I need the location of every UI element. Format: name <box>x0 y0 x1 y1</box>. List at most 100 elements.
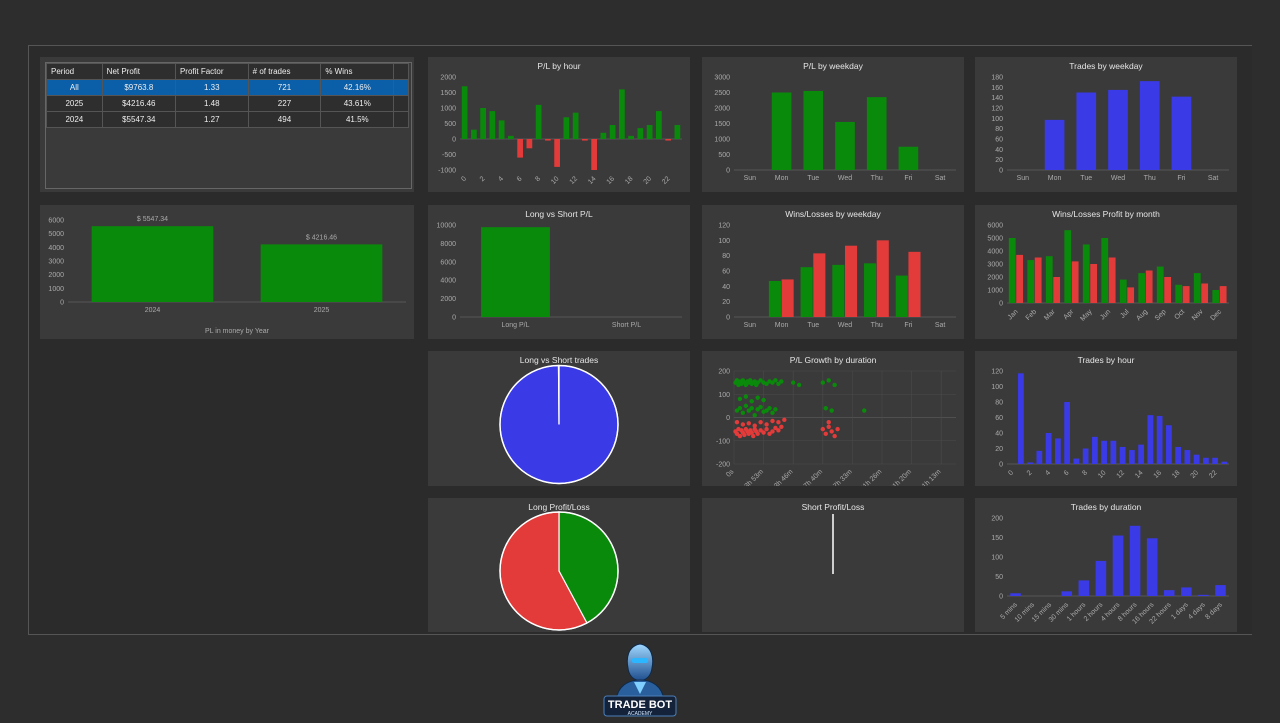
bar <box>674 125 681 139</box>
bar <box>1129 450 1135 464</box>
x-tick-label: 0 <box>1007 469 1015 477</box>
x-tick-label: 8 days <box>1204 601 1224 621</box>
bar <box>1101 238 1109 303</box>
bar <box>1010 593 1021 596</box>
chart-title: P/L by hour <box>537 61 580 71</box>
chart-wl-by-weekday: Wins/Losses by weekday 0 20 40 60 80 100 120 Sun… <box>702 205 964 339</box>
x-tick-label: Mon <box>775 175 789 182</box>
col-header-trades[interactable]: # of trades <box>247 63 322 80</box>
x-tick-label: 12 <box>569 175 580 186</box>
bar <box>803 90 824 170</box>
long_profit_loss-svg: Long Profit/Loss <box>499 502 619 631</box>
bar <box>1064 230 1072 303</box>
svg-text:ACADEMY: ACADEMY <box>628 711 653 717</box>
x-tick-label: 2d 21h 26m <box>852 468 883 486</box>
bar <box>845 245 858 317</box>
scatter-point <box>791 380 796 385</box>
bar <box>1138 444 1144 464</box>
scatter-point <box>832 433 837 439</box>
col-header-net-profit[interactable]: Net Profit <box>101 63 176 80</box>
summary-table-box: Period Net Profit Profit Factor # of tra… <box>45 62 412 189</box>
scatter-point <box>752 412 757 418</box>
robot-logo-icon: TRADE BOT ACADEMY <box>603 643 677 717</box>
bar <box>1201 283 1209 303</box>
y-tick-label: 100 <box>991 116 1003 123</box>
bar <box>489 111 496 139</box>
x-tick-label: 3d 11h 20m <box>882 468 913 486</box>
scatter-point <box>751 433 756 439</box>
trade-bot-academy-logo: TRADE BOT ACADEMY <box>598 642 682 718</box>
y-tick-label: 3000 <box>987 262 1003 269</box>
bar <box>1078 580 1090 596</box>
bar <box>1053 277 1061 303</box>
y-tick-label: 20 <box>995 446 1003 453</box>
scatter-point <box>755 431 760 436</box>
scatter-point <box>764 426 769 432</box>
bar <box>1156 415 1163 464</box>
bar <box>1184 450 1191 464</box>
x-tick-label: Sat <box>935 322 946 329</box>
x-axis-label: PL in money by Year <box>205 328 270 335</box>
y-tick-label: 0 <box>726 415 730 422</box>
x-tick-label: Apr <box>1063 308 1076 321</box>
table-row[interactable]: 2025 $4216.46 1.48 227 43.61% <box>46 95 409 112</box>
y-tick-label: 0 <box>726 168 730 175</box>
x-tick-label: Short P/L <box>612 322 641 329</box>
scatter-point <box>758 419 763 425</box>
bar <box>609 125 616 139</box>
bar <box>1147 415 1154 464</box>
scatter-point <box>764 381 769 386</box>
bar <box>619 89 625 139</box>
x-tick-label: Tue <box>807 322 819 329</box>
col-header-wins[interactable]: % Wins <box>320 63 395 80</box>
y-tick-label: 1500 <box>714 121 730 128</box>
scatter-point <box>826 378 831 383</box>
bar <box>898 146 919 170</box>
bar <box>1082 448 1089 464</box>
trades_by_hour-svg: Trades by hour 0 20 40 60 80 100 120 0 2 4 6 8 10 12 14… <box>991 355 1229 480</box>
bar <box>866 97 887 170</box>
scatter-point <box>755 407 760 412</box>
y-tick-label: 0 <box>999 168 1003 175</box>
y-tick-label: 40 <box>995 431 1003 438</box>
cell-period: All <box>46 79 103 96</box>
scatter-point <box>776 381 781 386</box>
pl_by_weekday-svg: P/L by weekday 0 500 1000 1500 2000 2500 3000 Su… <box>714 61 956 182</box>
scatter-point <box>862 408 867 413</box>
bar <box>1145 270 1153 303</box>
bar <box>1061 591 1073 596</box>
x-tick-label: 22 <box>1208 469 1219 480</box>
table-row[interactable]: All $9763.8 1.33 721 42.16% <box>46 79 409 96</box>
col-header-spacer <box>393 63 409 80</box>
chart-title: Wins/Losses by weekday <box>785 209 881 219</box>
bar <box>1064 402 1070 464</box>
bar <box>1127 287 1135 303</box>
cell-wins: 41.5% <box>320 111 395 128</box>
bar <box>260 244 383 302</box>
x-tick-label: 13h 53m <box>741 468 765 486</box>
x-tick-label: 16 <box>606 175 617 186</box>
chart-title: P/L by weekday <box>803 61 863 71</box>
scatter-point <box>779 379 784 384</box>
y-tick-label: 40 <box>995 147 1003 154</box>
bar <box>1119 279 1127 303</box>
chart-trades-by-weekday: Trades by weekday 0 20 40 60 80 100 120 140 160 18… <box>975 57 1237 192</box>
col-header-period[interactable]: Period <box>46 63 103 80</box>
bar <box>1193 454 1200 464</box>
bar <box>582 139 588 141</box>
col-header-profit-factor[interactable]: Profit Factor <box>174 63 249 80</box>
bar <box>1193 273 1201 303</box>
y-tick-label: 160 <box>991 85 1003 92</box>
x-tick-label: Feb <box>1025 308 1039 322</box>
cell-wins: 42.16% <box>320 79 395 96</box>
y-tick-label: 1000 <box>987 288 1003 295</box>
bar <box>1212 457 1218 464</box>
bar <box>1164 277 1172 303</box>
cell-wins: 43.61% <box>320 95 395 112</box>
x-tick-label: Sun <box>1017 175 1030 182</box>
pl_by_year-svg: 0 1000 2000 3000 4000 5000 6000 $ 5547.34 $ 4216… <box>48 216 406 335</box>
x-tick-label: 8 <box>534 175 542 183</box>
table-row[interactable]: 2024 $5547.34 1.27 494 41.5% <box>46 111 409 128</box>
x-tick-label: 20 <box>643 175 654 186</box>
bar <box>864 263 877 317</box>
